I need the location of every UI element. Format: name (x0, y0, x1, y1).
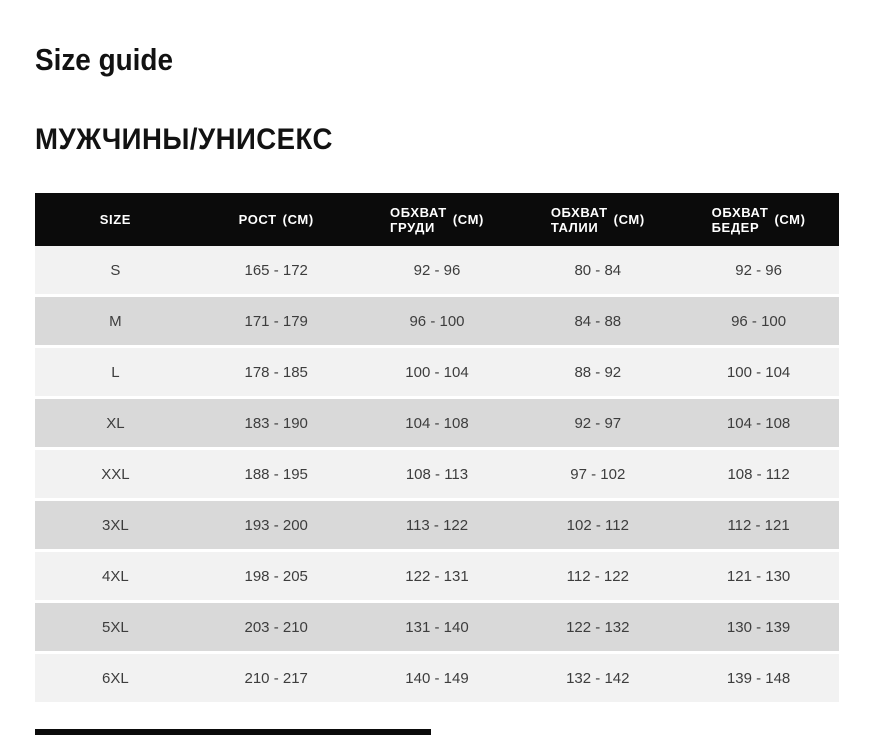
table-row: 6XL 210 - 217 140 - 149 132 - 142 139 - … (35, 654, 839, 702)
page-title: Size guide (35, 42, 173, 77)
cell-waist: 122 - 132 (566, 618, 630, 636)
table-row: 5XL 203 - 210 131 - 140 122 - 132 130 - … (35, 603, 839, 651)
column-label: ОБХВАТ ГРУДИ (390, 204, 447, 235)
table-row: 4XL 198 - 205 122 - 131 112 - 122 121 - … (35, 552, 839, 600)
cell-waist: 80 - 84 (574, 261, 622, 279)
cell-hips: 112 - 121 (727, 516, 790, 534)
column-label: SIZE (99, 212, 132, 227)
cell-chest: 113 - 122 (405, 516, 469, 534)
table-row: 3XL 193 - 200 113 - 122 102 - 112 112 - … (35, 501, 839, 549)
cell-waist: 88 - 92 (574, 363, 622, 381)
cell-waist: 102 - 112 (566, 516, 629, 534)
cell-chest: 96 - 100 (409, 312, 465, 330)
column-header-hips: ОБХВАТ БЕДЕР (СМ) (678, 205, 839, 235)
cell-hips: 100 - 104 (726, 363, 791, 381)
table-row: S 165 - 172 92 - 96 80 - 84 92 - 96 (35, 246, 839, 294)
column-header-height: РОСТ (СМ) (196, 212, 357, 227)
cell-height: 171 - 179 (244, 312, 308, 330)
cell-waist: 132 - 142 (566, 669, 630, 687)
cell-height: 210 - 217 (244, 669, 308, 687)
cell-chest: 100 - 104 (405, 363, 469, 381)
cell-size: XL (106, 414, 125, 432)
cell-waist: 92 - 97 (574, 414, 622, 432)
cell-hips: 108 - 112 (727, 465, 790, 483)
table-row: XXL 188 - 195 108 - 113 97 - 102 108 - 1… (35, 450, 839, 498)
cell-hips: 92 - 96 (735, 261, 782, 279)
cell-chest: 108 - 113 (405, 465, 469, 483)
unit-label: (СМ) (774, 212, 806, 227)
cell-size: 3XL (102, 516, 129, 534)
cell-hips: 139 - 148 (726, 669, 791, 687)
cell-chest: 104 - 108 (405, 414, 469, 432)
cell-size: 4XL (102, 567, 129, 585)
cell-size: M (109, 312, 122, 330)
cell-height: 165 - 172 (244, 261, 308, 279)
column-label: РОСТ (238, 212, 277, 227)
table-row: M 171 - 179 96 - 100 84 - 88 96 - 100 (35, 297, 839, 345)
cell-height: 178 - 185 (244, 363, 308, 381)
cell-hips: 104 - 108 (726, 414, 791, 432)
cell-size: 6XL (102, 669, 129, 687)
cell-chest: 92 - 96 (413, 261, 461, 279)
cell-chest: 140 - 149 (405, 669, 469, 687)
size-table: SIZE РОСТ (СМ) ОБХВАТ ГРУДИ (СМ) ОБХВАТ ТАЛИИ (С… (35, 193, 839, 702)
cell-height: 203 - 210 (244, 618, 308, 636)
cell-hips: 130 - 139 (726, 618, 791, 636)
column-header-chest: ОБХВАТ ГРУДИ (СМ) (357, 205, 518, 235)
column-label: ОБХВАТ БЕДЕР (711, 204, 769, 235)
unit-label: (СМ) (613, 212, 645, 227)
cell-height: 193 - 200 (244, 516, 308, 534)
table-row: L 178 - 185 100 - 104 88 - 92 100 - 104 (35, 348, 839, 396)
size-table-body: S 165 - 172 92 - 96 80 - 84 92 - 96 M 17… (35, 246, 839, 702)
column-label: ОБХВАТ ТАЛИИ (550, 204, 608, 235)
cell-size: 5XL (102, 618, 129, 636)
cell-waist: 97 - 102 (570, 465, 626, 483)
column-header-waist: ОБХВАТ ТАЛИИ (СМ) (517, 205, 678, 235)
cell-size: S (110, 261, 121, 279)
cell-size: L (111, 363, 120, 381)
section-title-men-unisex: МУЖЧИНЫ/УНИСЕКС (35, 123, 333, 156)
cell-hips: 96 - 100 (731, 312, 787, 330)
cell-size: XXL (101, 465, 130, 483)
unit-label: (СМ) (452, 212, 484, 227)
cell-waist: 84 - 88 (574, 312, 622, 330)
cell-height: 188 - 195 (244, 465, 308, 483)
cell-waist: 112 - 122 (566, 567, 629, 585)
size-table-header: SIZE РОСТ (СМ) ОБХВАТ ГРУДИ (СМ) ОБХВАТ ТАЛИИ (С… (35, 193, 839, 246)
cell-height: 198 - 205 (244, 567, 308, 585)
cell-hips: 121 - 130 (726, 567, 791, 585)
next-table-cutoff-bar (35, 729, 431, 735)
cell-height: 183 - 190 (244, 414, 308, 432)
unit-label: (СМ) (282, 212, 314, 227)
table-row: XL 183 - 190 104 - 108 92 - 97 104 - 108 (35, 399, 839, 447)
cell-chest: 131 - 140 (405, 618, 469, 636)
cell-chest: 122 - 131 (405, 567, 469, 585)
column-header-size: SIZE (35, 212, 196, 227)
